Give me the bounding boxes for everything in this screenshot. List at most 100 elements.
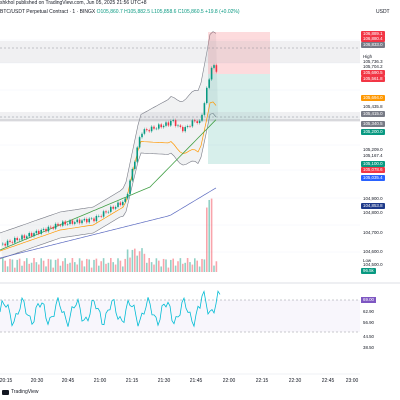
candle (62, 221, 64, 226)
candle (189, 126, 191, 127)
candle (74, 222, 76, 224)
price-axis-label: 106,889.1 (361, 31, 385, 37)
volume-bar (136, 255, 138, 272)
candle (165, 122, 167, 126)
candle (198, 120, 201, 124)
volume-bar (95, 258, 98, 272)
volume-bar (11, 259, 14, 272)
tradingview-icon (2, 389, 9, 395)
candle (102, 211, 105, 217)
candle (141, 133, 143, 138)
currency-label: USDT (376, 9, 390, 15)
brand-name: TradingView (11, 389, 39, 395)
volume-bar (184, 262, 186, 272)
time-axis-label: 21:30 (157, 378, 171, 384)
candle (11, 241, 14, 243)
candle (143, 129, 146, 134)
time-axis-label: 22:45 (321, 378, 335, 384)
candle (196, 121, 198, 124)
price-axis-label: High (363, 54, 373, 59)
candle (172, 120, 174, 121)
volume-bar (52, 267, 54, 272)
time-axis-label: 22:15 (255, 378, 269, 384)
symbol-name[interactable]: BTC/USDT Perpetual Contract · 1 · BINGX (0, 9, 96, 15)
volume-bar (191, 264, 194, 272)
volume-bar (210, 198, 213, 272)
volume-bar (45, 266, 47, 272)
candle (167, 122, 170, 126)
volume-bar (158, 260, 160, 272)
candle (33, 233, 35, 237)
time-axis-label: 20:45 (61, 378, 75, 384)
volume-bar (64, 258, 66, 272)
moving-average-orange (0, 101, 217, 252)
candle (86, 218, 88, 223)
candle (21, 235, 23, 240)
volume-bar (76, 264, 78, 272)
volume-bar (42, 260, 45, 272)
volume-bar (153, 264, 155, 272)
candle (38, 230, 40, 234)
candle (179, 125, 182, 127)
volume-bar (21, 265, 23, 272)
volume-bar (57, 258, 59, 272)
volume-bar (203, 259, 206, 272)
volume-bar (9, 258, 11, 272)
candle (45, 228, 47, 232)
candle (203, 103, 206, 115)
volume-bar (4, 260, 6, 272)
volume-bar (18, 258, 21, 272)
volume-bar (105, 263, 107, 272)
volume-bar (47, 258, 50, 272)
rsi-axis-label: 38.50 (363, 345, 374, 350)
candle (71, 220, 74, 224)
candle (81, 220, 83, 224)
candle (78, 219, 81, 224)
symbol-title[interactable]: BTC/USDT Perpetual Contract · 1 · BINGX … (0, 9, 240, 15)
volume-bar (213, 265, 215, 272)
price-axis-label: 105,340.5 (361, 121, 385, 127)
candle (9, 240, 11, 242)
candle (136, 147, 138, 162)
ohlc-readout: O105,860.7 H105,882.5 L105,858.6 C105,86… (96, 9, 240, 15)
rsi-line (0, 290, 221, 328)
volume-bar (155, 258, 158, 272)
volume-bar (54, 259, 57, 272)
time-axis-label: 23:00 (345, 378, 359, 384)
candle (23, 235, 26, 239)
candle (153, 126, 155, 129)
rsi-axis-label: 62.90 (363, 309, 374, 314)
bollinger-upper (0, 31, 217, 234)
publication-note: shkhol published on TradingView.com, Jun… (0, 0, 147, 6)
resistance-zone (0, 41, 360, 63)
candle (95, 215, 98, 222)
price-axis-label: 105,435.8 (363, 104, 383, 109)
candle (100, 215, 102, 217)
candle (208, 79, 210, 88)
volume-bar (179, 258, 182, 272)
candle (182, 126, 184, 132)
take-profit-zone (208, 74, 270, 164)
volume-bar (107, 262, 110, 272)
volume-bar (88, 259, 90, 272)
volume-bar (16, 259, 18, 272)
price-axis-label: 106,833.0 (361, 42, 385, 48)
candle (138, 137, 141, 148)
price-axis-label: 96.5k (361, 268, 376, 274)
candle (150, 126, 153, 132)
candlesticks (2, 63, 218, 248)
volume-bar (126, 249, 129, 272)
candle (98, 215, 100, 217)
volume-bar (98, 265, 100, 272)
price-axis-label: 105,167.4 (363, 153, 383, 158)
header-bar: shkhol published on TradingView.com, Jun… (0, 0, 400, 8)
volume-bar (122, 266, 124, 272)
price-axis-label: 105,561.8 (361, 76, 385, 82)
volume-bar (160, 266, 162, 272)
price-axis-label: 104,700.0 (363, 230, 383, 235)
volume-bar (119, 260, 122, 272)
tradingview-logo[interactable]: TradingView (2, 389, 39, 395)
candle (42, 228, 45, 230)
volume-bar (110, 258, 112, 272)
